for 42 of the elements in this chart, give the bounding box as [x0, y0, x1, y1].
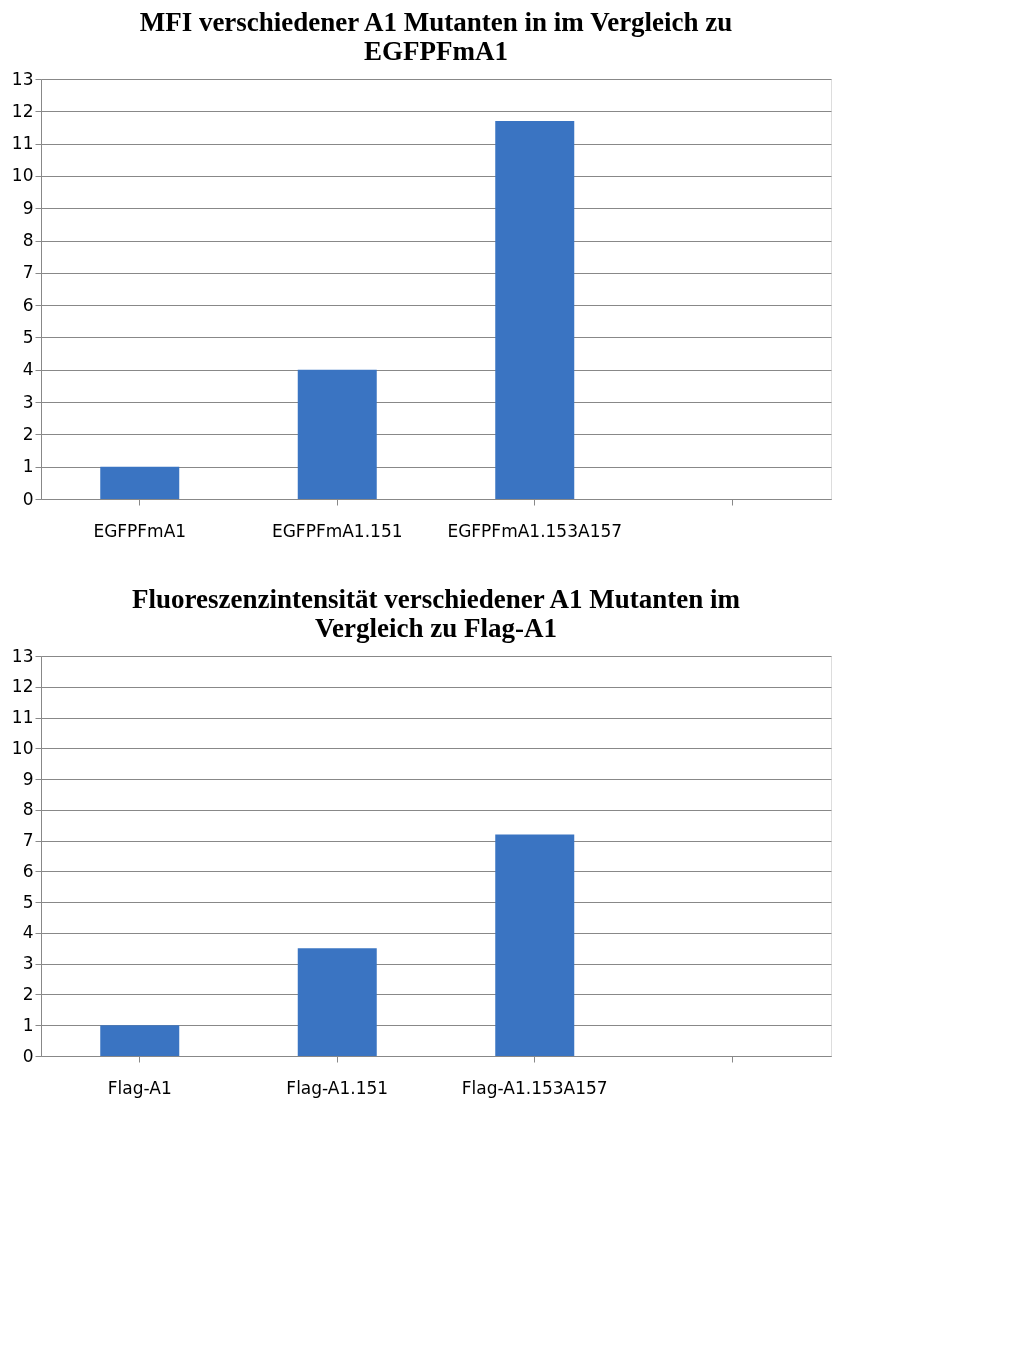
y-tick-label: 9 — [22, 768, 34, 789]
chart-title: Fluoreszenzintensität verschiedener A1 Mutanten im Vergleich zu Flag-A1 — [132, 584, 741, 643]
y-tick-label: 7 — [22, 830, 34, 851]
y-tick-label: 3 — [22, 953, 34, 974]
y-tick-label: 3 — [22, 391, 34, 412]
x-tick-label: Flag-A1.153A157 — [461, 1077, 608, 1098]
bar — [495, 834, 575, 1056]
y-tick-label: 7 — [22, 262, 34, 283]
y-tick-label: 5 — [22, 891, 34, 912]
y-tick-label: 10 — [11, 165, 34, 186]
chart-title: MFI verschiedener A1 Mutanten in im Vergleich zu EGFPFmA1 — [139, 7, 733, 66]
y-tick-label: 4 — [22, 359, 34, 380]
y-tick-label: 8 — [22, 230, 34, 251]
y-tick-label: 11 — [11, 133, 34, 154]
y-tick-label: 12 — [11, 676, 34, 697]
y-tick-label: 1 — [22, 456, 34, 477]
bar — [297, 948, 377, 1056]
y-tick-label: 13 — [11, 645, 34, 666]
x-tick-label: EGFPFmA1.151 — [271, 520, 403, 541]
y-tick-label: 6 — [22, 860, 34, 881]
y-tick-label: 6 — [22, 294, 34, 315]
bar — [297, 369, 377, 499]
y-tick-label: 1 — [22, 1014, 34, 1035]
y-tick-label: 0 — [22, 1045, 34, 1066]
x-tick-label: EGFPFmA1 — [93, 520, 187, 541]
x-tick-label: EGFPFmA1.153A157 — [447, 520, 623, 541]
bar — [100, 1025, 180, 1056]
y-tick-label: 10 — [11, 737, 34, 758]
y-tick-label: 5 — [22, 326, 34, 347]
x-tick-label: Flag-A1 — [107, 1077, 172, 1098]
y-tick-label: 2 — [22, 423, 34, 444]
y-tick-label: 4 — [22, 922, 34, 943]
y-tick-label: 2 — [22, 983, 34, 1004]
y-tick-label: 13 — [11, 68, 34, 89]
y-tick-label: 0 — [22, 488, 34, 509]
y-tick-label: 8 — [22, 799, 34, 820]
y-tick-label: 12 — [11, 100, 34, 121]
bar — [100, 466, 180, 499]
bar — [495, 121, 575, 499]
y-tick-label: 11 — [11, 707, 34, 728]
y-tick-label: 9 — [22, 197, 34, 218]
x-tick-label: Flag-A1.151 — [286, 1077, 389, 1098]
